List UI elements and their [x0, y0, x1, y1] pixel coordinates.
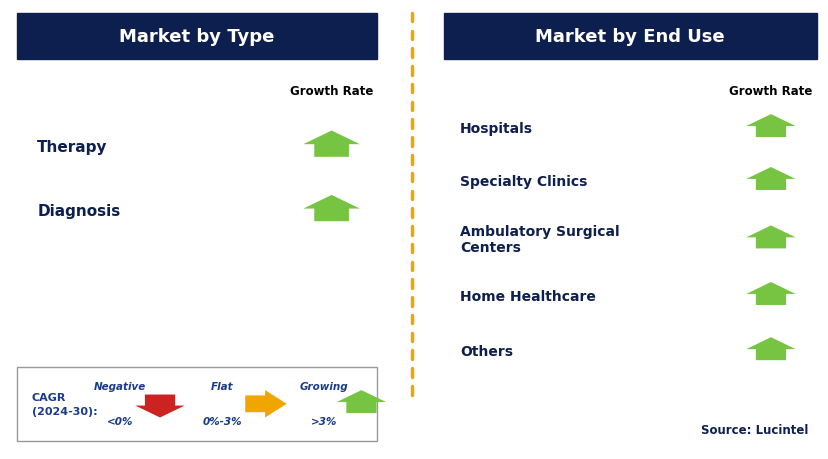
Text: Market by Type: Market by Type: [119, 28, 274, 46]
Polygon shape: [745, 337, 795, 360]
Text: Therapy: Therapy: [37, 140, 108, 154]
Text: Negative: Negative: [94, 381, 147, 392]
FancyBboxPatch shape: [443, 14, 816, 60]
Polygon shape: [303, 131, 359, 157]
Polygon shape: [245, 390, 286, 418]
Text: Growth Rate: Growth Rate: [729, 85, 811, 98]
Text: Others: Others: [460, 344, 513, 358]
Text: Diagnosis: Diagnosis: [37, 204, 120, 218]
Text: CAGR
(2024-30):: CAGR (2024-30):: [31, 392, 97, 416]
Text: Growth Rate: Growth Rate: [290, 85, 373, 98]
Text: Source: Lucintel: Source: Lucintel: [700, 423, 807, 436]
Polygon shape: [745, 282, 795, 305]
Text: <0%: <0%: [107, 416, 133, 426]
FancyBboxPatch shape: [17, 367, 377, 441]
Polygon shape: [336, 390, 386, 413]
Polygon shape: [745, 226, 795, 249]
Text: Hospitals: Hospitals: [460, 122, 532, 135]
Polygon shape: [135, 395, 185, 418]
Polygon shape: [303, 196, 359, 222]
Text: Flat: Flat: [210, 381, 233, 392]
Text: Ambulatory Surgical
Centers: Ambulatory Surgical Centers: [460, 224, 619, 255]
Text: Home Healthcare: Home Healthcare: [460, 289, 595, 303]
FancyBboxPatch shape: [17, 14, 377, 60]
Text: Market by End Use: Market by End Use: [535, 28, 724, 46]
Polygon shape: [745, 115, 795, 138]
Text: >3%: >3%: [310, 416, 337, 426]
Text: Growing: Growing: [300, 381, 348, 392]
Text: 0%-3%: 0%-3%: [202, 416, 242, 426]
Polygon shape: [745, 168, 795, 190]
Text: Specialty Clinics: Specialty Clinics: [460, 174, 587, 188]
